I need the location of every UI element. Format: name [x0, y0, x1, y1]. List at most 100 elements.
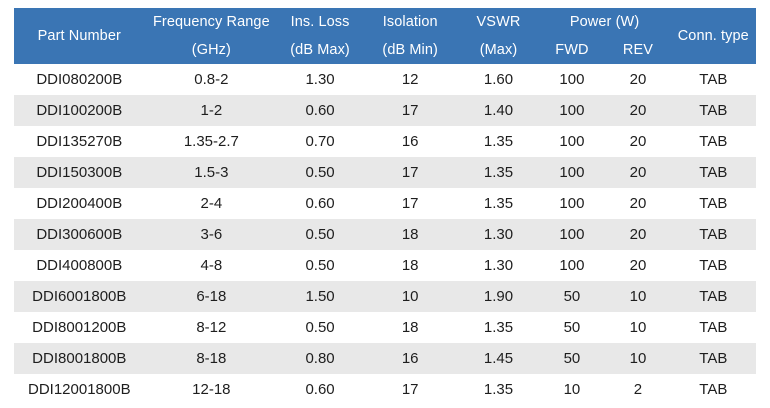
table-cell: 17 — [401, 381, 419, 398]
spec-table: Part Number Frequency Range Ins. Loss Is… — [14, 8, 756, 405]
table-row: DDI400800B 4-8 0.50 18 1.30 100 20 TAB — [14, 250, 756, 281]
table-cell: 1.35 — [483, 195, 514, 212]
table-cell: TAB — [699, 319, 728, 336]
table-cell: 100 — [559, 164, 585, 181]
table-cell: 1-2 — [200, 102, 223, 119]
table-cell: 0.60 — [305, 195, 335, 212]
part-number-cell: DDI400800B — [36, 257, 123, 274]
table-row: DDI135270B 1.35-2.7 0.70 16 1.35 100 20 TAB — [14, 126, 756, 157]
table-cell: 1.50 — [305, 288, 335, 305]
table-cell: 100 — [559, 71, 585, 88]
table-cell: 100 — [559, 102, 585, 119]
col-subheader-db-max: (dB Max) — [278, 36, 362, 64]
part-number-cell: DDI8001200B — [32, 319, 127, 336]
table-cell: 20 — [629, 71, 647, 88]
table-cell: TAB — [699, 195, 728, 212]
table-cell: 1.30 — [483, 226, 514, 243]
table-cell: 10 — [629, 288, 647, 305]
col-header-conn-type: Conn. type — [670, 8, 756, 64]
table-cell: 1.90 — [483, 288, 514, 305]
table-cell: 1.30 — [305, 71, 335, 88]
table-cell: 17 — [401, 164, 419, 181]
table-cell: 20 — [629, 164, 647, 181]
table-cell: 50 — [563, 350, 581, 367]
table-cell: 16 — [401, 133, 419, 150]
col-header-vswr: VSWR — [458, 8, 539, 36]
table-cell: 10 — [629, 350, 647, 367]
part-number-cell: DDI150300B — [36, 164, 123, 181]
table-row: DDI300600B 3-6 0.50 18 1.30 100 20 TAB — [14, 219, 756, 250]
header-row-2: (GHz) (dB Max) (dB Min) (Max) FWD REV — [14, 36, 756, 64]
table-cell: 17 — [401, 102, 419, 119]
table-cell: 100 — [559, 226, 585, 243]
table-cell: 16 — [401, 350, 419, 367]
col-header-frequency-range: Frequency Range — [144, 8, 279, 36]
col-subheader-db-min: (dB Min) — [361, 36, 459, 64]
table-cell: 0.80 — [305, 350, 335, 367]
col-header-power: Power (W) — [538, 8, 671, 36]
table-cell: 0.50 — [305, 164, 335, 181]
part-number-cell: DDI100200B — [36, 102, 123, 119]
part-number-cell: DDI135270B — [36, 133, 123, 150]
table-cell: 20 — [629, 257, 647, 274]
table-cell: 1.30 — [483, 257, 514, 274]
table-cell: TAB — [699, 381, 728, 398]
part-number-cell: DDI200400B — [36, 195, 123, 212]
col-header-part-number: Part Number — [14, 8, 145, 64]
table-cell: 2-4 — [200, 195, 223, 212]
table-cell: 12-18 — [192, 381, 231, 398]
table-cell: 8-12 — [196, 319, 227, 336]
table-cell: 1.35 — [483, 381, 514, 398]
table-cell: 50 — [563, 288, 581, 305]
table-row: DDI8001800B 8-18 0.80 16 1.45 50 10 TAB — [14, 343, 756, 374]
table-cell: TAB — [699, 226, 728, 243]
table-row: DDI12001800B 12-18 0.60 17 1.35 10 2 TAB — [14, 374, 756, 405]
col-subheader-fwd: FWD — [538, 36, 606, 64]
table-cell: 18 — [401, 257, 419, 274]
table-cell: 1.60 — [483, 71, 514, 88]
table-cell: 10 — [563, 381, 581, 398]
table-cell: TAB — [699, 71, 728, 88]
table-cell: 3-6 — [200, 226, 223, 243]
table-cell: 100 — [559, 257, 585, 274]
table-cell: 1.35-2.7 — [183, 133, 239, 150]
part-number-cell: DDI080200B — [36, 71, 123, 88]
header-row-1: Part Number Frequency Range Ins. Loss Is… — [14, 8, 756, 64]
table-cell: 0.70 — [305, 133, 335, 150]
table-cell: 20 — [629, 195, 647, 212]
table-cell: 0.60 — [305, 102, 335, 119]
table-cell: 18 — [401, 319, 419, 336]
table-row: DDI100200B 1-2 0.60 17 1.40 100 20 TAB — [14, 95, 756, 126]
table-cell: 0.50 — [305, 257, 335, 274]
table-cell: 1.35 — [483, 164, 514, 181]
part-number-cell: DDI12001800B — [28, 381, 131, 398]
table-cell: TAB — [699, 288, 728, 305]
table-cell: 0.50 — [305, 319, 335, 336]
table-row: DDI150300B 1.5-3 0.50 17 1.35 100 20 TAB — [14, 157, 756, 188]
table-cell: TAB — [699, 133, 728, 150]
table-cell: 1.5-3 — [194, 164, 229, 181]
table-cell: 1.35 — [483, 319, 514, 336]
table-cell: 10 — [629, 319, 647, 336]
table-row: DDI8001200B 8-12 0.50 18 1.35 50 10 TAB — [14, 312, 756, 343]
col-subheader-rev: REV — [605, 36, 671, 64]
table-cell: 1.35 — [483, 133, 514, 150]
table-cell: 100 — [559, 195, 585, 212]
table-cell: 50 — [563, 319, 581, 336]
table-cell: 20 — [629, 226, 647, 243]
table-cell: 0.50 — [305, 226, 335, 243]
col-subheader-ghz: (GHz) — [144, 36, 279, 64]
table-cell: 1.45 — [483, 350, 514, 367]
table-cell: 100 — [559, 133, 585, 150]
part-number-cell: DDI6001800B — [32, 288, 127, 305]
table-cell: TAB — [699, 102, 728, 119]
table-cell: 2 — [633, 381, 643, 398]
part-number-cell: DDI300600B — [36, 226, 123, 243]
col-subheader-max: (Max) — [458, 36, 539, 64]
table-cell: 1.40 — [483, 102, 514, 119]
table-cell: 10 — [401, 288, 419, 305]
table-cell: 20 — [629, 102, 647, 119]
table-cell: TAB — [699, 164, 728, 181]
table-body: DDI080200B 0.8-2 1.30 12 1.60 100 20 TAB DDI1002… — [14, 64, 756, 405]
